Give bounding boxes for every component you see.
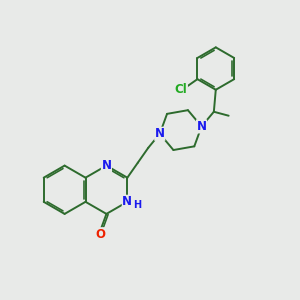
Text: N: N	[122, 195, 132, 208]
Text: O: O	[95, 228, 105, 241]
Text: Cl: Cl	[175, 83, 188, 96]
Text: H: H	[133, 200, 141, 210]
Text: N: N	[155, 127, 165, 140]
Text: N: N	[196, 120, 206, 133]
Text: N: N	[101, 159, 111, 172]
